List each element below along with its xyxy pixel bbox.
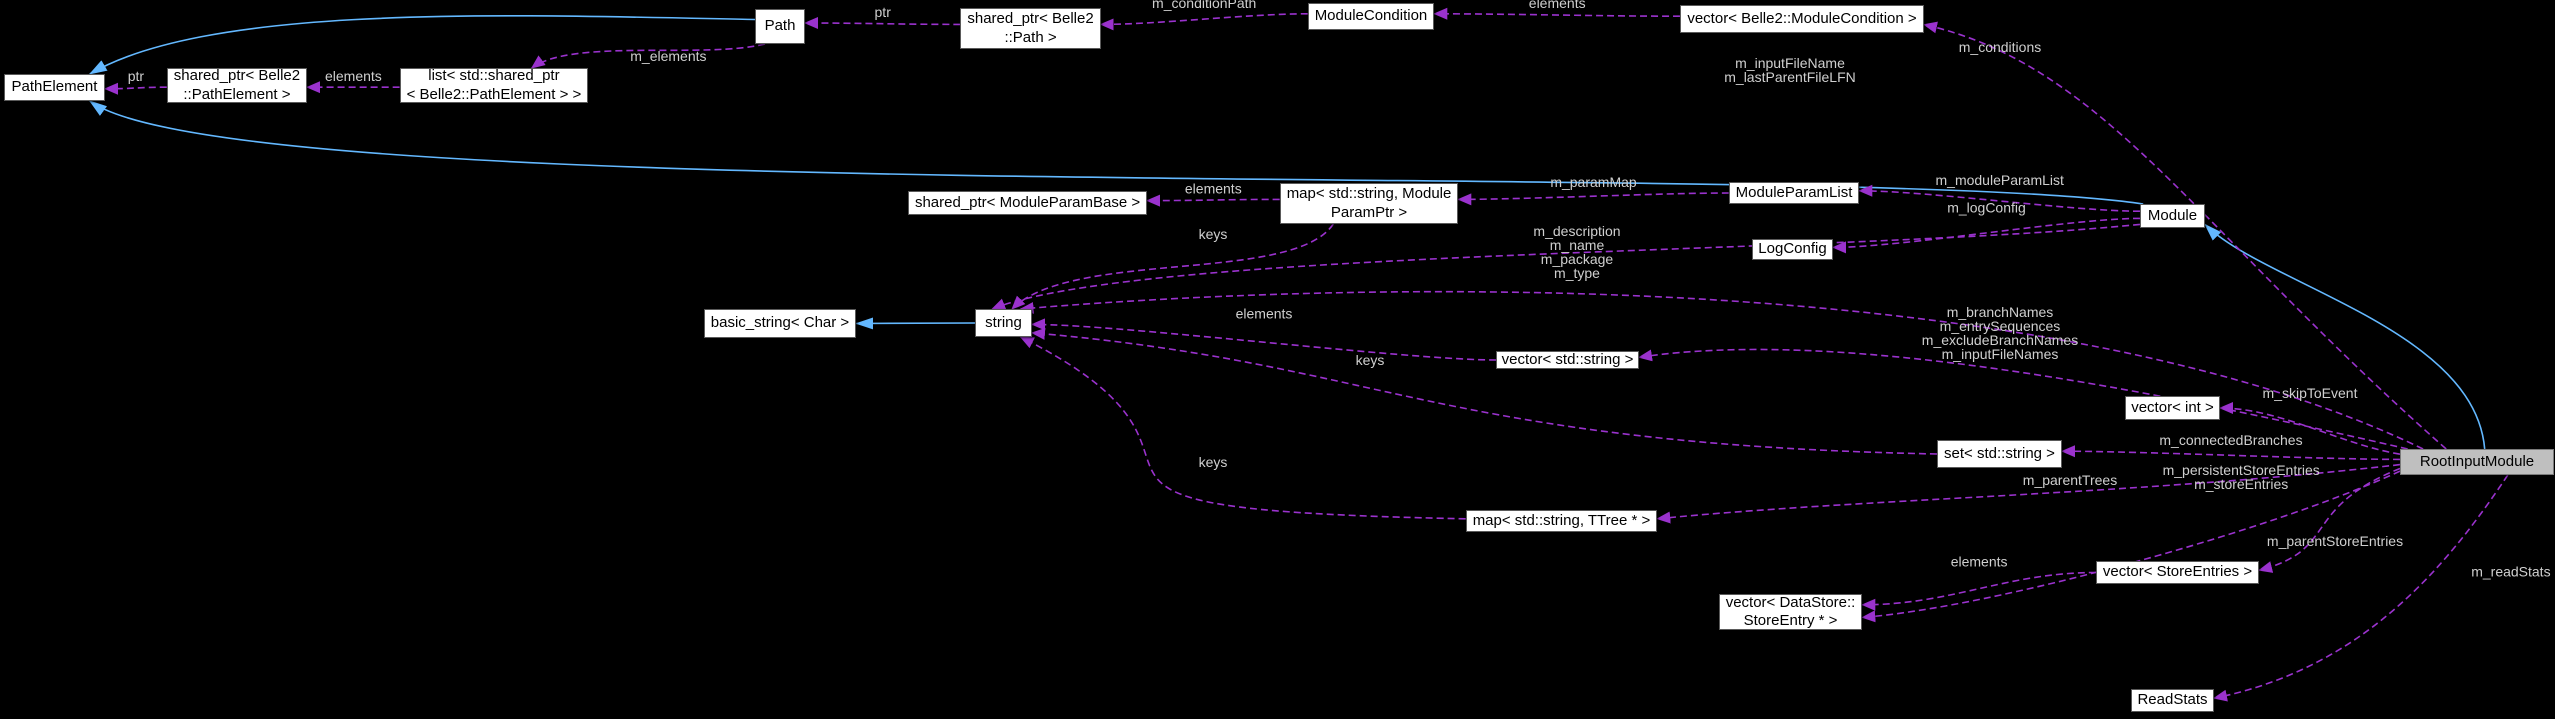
svg-text:keys: keys	[1199, 454, 1228, 470]
svg-text:m_moduleParamList: m_moduleParamList	[1936, 172, 2064, 188]
svg-text:m_skipToEvent: m_skipToEvent	[2263, 385, 2358, 401]
svg-text:m_inputFileNames: m_inputFileNames	[1942, 346, 2059, 362]
svg-text:m_conditionPath: m_conditionPath	[1152, 0, 1256, 11]
svg-text:m_storeEntries: m_storeEntries	[2194, 476, 2288, 492]
svg-text:elements: elements	[1951, 554, 2008, 570]
svg-text:ptr: ptr	[875, 4, 892, 20]
svg-text:elements: elements	[325, 68, 382, 84]
svg-text:m_logConfig: m_logConfig	[1947, 199, 2026, 215]
svg-text:m_readStats: m_readStats	[2471, 564, 2550, 580]
svg-text:m_elements: m_elements	[630, 48, 706, 64]
svg-text:ptr: ptr	[128, 68, 145, 84]
svg-text:m_connectedBranches: m_connectedBranches	[2159, 432, 2302, 448]
svg-text:elements: elements	[1529, 0, 1586, 11]
svg-text:m_paramMap: m_paramMap	[1550, 174, 1637, 190]
svg-text:m_lastParentFileLFN: m_lastParentFileLFN	[1724, 69, 1856, 85]
svg-text:m_parentTrees: m_parentTrees	[2023, 472, 2117, 488]
svg-text:m_conditions: m_conditions	[1959, 39, 2042, 55]
svg-text:keys: keys	[1356, 352, 1385, 368]
svg-text:m_type: m_type	[1554, 265, 1600, 281]
svg-text:keys: keys	[1199, 226, 1228, 242]
svg-text:m_parentStoreEntries: m_parentStoreEntries	[2267, 533, 2403, 549]
svg-text:elements: elements	[1236, 305, 1293, 321]
svg-text:elements: elements	[1185, 180, 1242, 196]
